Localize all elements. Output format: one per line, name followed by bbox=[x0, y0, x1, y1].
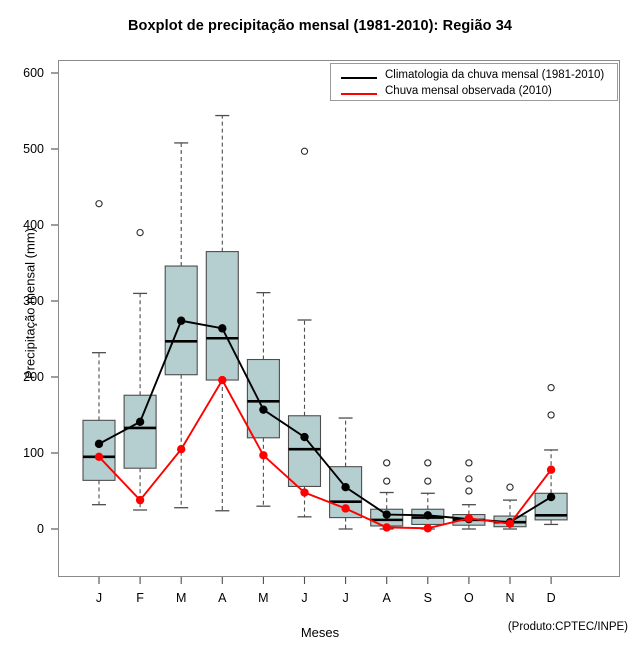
outlier-point bbox=[547, 411, 555, 419]
legend-swatch bbox=[341, 93, 377, 96]
legend-swatch bbox=[341, 77, 377, 80]
series-group bbox=[94, 316, 556, 533]
boxplot-group bbox=[82, 114, 568, 530]
outlier-point bbox=[465, 475, 473, 483]
outlier-point bbox=[547, 383, 555, 392]
credit-note: (Produto:CPTEC/INPE) bbox=[507, 621, 628, 633]
y-tick-label: 400 bbox=[23, 218, 44, 232]
box bbox=[123, 394, 157, 469]
series-point bbox=[341, 504, 350, 513]
y-tick-label: 200 bbox=[23, 370, 44, 384]
series-point bbox=[382, 523, 391, 532]
axis-ticks-group bbox=[51, 72, 552, 584]
outlier-point bbox=[95, 200, 103, 208]
x-tick-label: A bbox=[382, 591, 391, 605]
series-point bbox=[94, 439, 104, 449]
series-point bbox=[135, 495, 145, 505]
outlier-point bbox=[300, 147, 309, 155]
y-tick-label: 0 bbox=[37, 522, 44, 536]
x-tick-label: J bbox=[342, 591, 349, 605]
boxplot-3 bbox=[205, 114, 239, 512]
y-tick-label: 100 bbox=[23, 446, 44, 460]
plot-frame bbox=[58, 60, 620, 577]
series-point bbox=[259, 451, 268, 460]
y-tick-label: 300 bbox=[23, 294, 44, 308]
series-point bbox=[218, 324, 227, 333]
box bbox=[82, 419, 116, 481]
x-axis-label: Meses bbox=[300, 625, 340, 640]
series-point bbox=[94, 452, 104, 461]
x-tick-label: M bbox=[258, 591, 269, 605]
outlier-point bbox=[424, 459, 432, 467]
outlier-point bbox=[465, 487, 473, 495]
series-point bbox=[218, 375, 227, 385]
legend-label: Chuva mensal observada (2010) bbox=[385, 85, 552, 97]
series-line bbox=[98, 378, 552, 530]
series-point bbox=[382, 510, 391, 519]
box bbox=[246, 358, 280, 439]
outlier-point bbox=[383, 459, 391, 467]
x-tick-label: M bbox=[175, 591, 187, 605]
outlier-point bbox=[383, 477, 391, 485]
series-point bbox=[300, 488, 309, 497]
box bbox=[205, 251, 239, 381]
page-title: Boxplot de precipitação mensal (1981-201… bbox=[127, 18, 513, 34]
boxplot-5 bbox=[287, 147, 322, 518]
y-tick-label: 500 bbox=[23, 142, 44, 156]
y-tick-label: 600 bbox=[23, 66, 44, 80]
x-tick-label: S bbox=[423, 591, 432, 605]
boxplot-1 bbox=[123, 228, 157, 511]
series-1 bbox=[94, 375, 556, 533]
series-point bbox=[464, 514, 474, 523]
y-axis-label: Precipitação mensal (mm) bbox=[22, 228, 38, 379]
outlier-point bbox=[424, 477, 432, 485]
x-tick-label: N bbox=[505, 591, 515, 605]
boxplot-11 bbox=[534, 383, 568, 526]
legend: Climatologia da chuva mensal (1981-2010)… bbox=[330, 63, 618, 101]
series-point bbox=[177, 445, 186, 454]
x-tick-label: D bbox=[546, 591, 556, 605]
outlier-point bbox=[506, 483, 514, 491]
series-point bbox=[423, 511, 432, 520]
boxplot-0 bbox=[82, 200, 116, 506]
series-point bbox=[546, 492, 556, 502]
series-point bbox=[505, 519, 515, 528]
x-tick-label: J bbox=[301, 591, 308, 605]
x-tick-label: O bbox=[464, 591, 474, 605]
series-point bbox=[135, 417, 145, 427]
x-tick-label: F bbox=[136, 591, 144, 605]
series-point bbox=[177, 316, 186, 325]
x-tick-label: J bbox=[95, 591, 103, 605]
series-point bbox=[341, 483, 350, 492]
x-tick-label: A bbox=[218, 591, 227, 605]
boxplot-4 bbox=[246, 291, 280, 507]
outlier-point bbox=[465, 459, 473, 467]
outlier-point bbox=[136, 228, 144, 237]
legend-label: Climatologia da chuva mensal (1981-2010) bbox=[385, 69, 605, 81]
series-0 bbox=[94, 316, 556, 527]
series-point bbox=[300, 432, 309, 442]
series-point bbox=[259, 405, 268, 414]
series-point bbox=[423, 524, 432, 533]
series-point bbox=[546, 465, 556, 474]
